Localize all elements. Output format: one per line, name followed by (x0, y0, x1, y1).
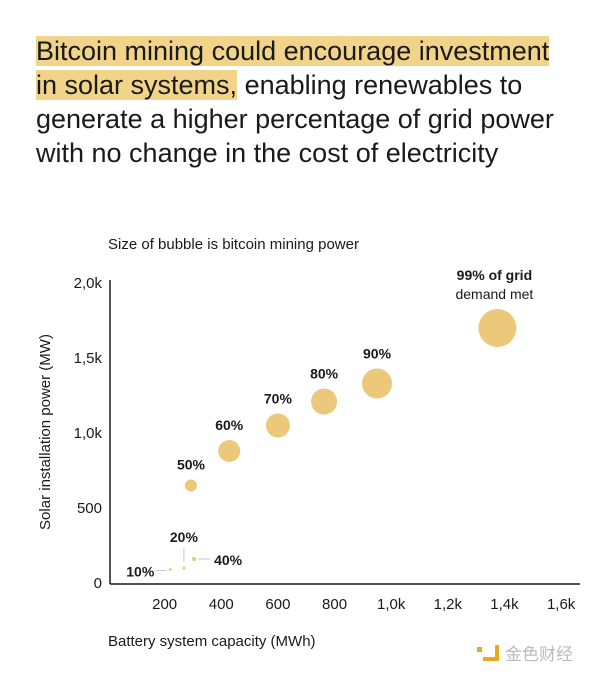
bubble-60pct (218, 440, 241, 462)
bubble-label: 99% of grid (457, 267, 532, 283)
x-tick-label: 400 (209, 596, 234, 613)
headline-rest: enabling renewables to generate a higher… (36, 70, 554, 168)
x-tick-label: 1,6k (547, 596, 576, 613)
y-tick-label: 0 (94, 575, 102, 592)
bubble-90pct (362, 368, 393, 399)
bubble-label: 70% (264, 391, 293, 407)
bubble-label: 90% (363, 346, 392, 362)
bubble-label-value: 99% (457, 267, 486, 283)
x-tick-label: 800 (322, 596, 347, 613)
x-tick-label: 200 (152, 596, 177, 613)
bubble-label: 60% (215, 417, 244, 433)
bubble-40pct (192, 557, 197, 561)
bubble-label: 80% (310, 366, 339, 382)
y-tick-label: 2,0k (74, 275, 103, 292)
watermark: 金色财经 (477, 640, 573, 665)
x-tick-label: 1,0k (377, 596, 406, 613)
bubble-label-value: 70% (264, 391, 293, 407)
bubble-label-value: 20% (170, 529, 199, 545)
bubble-20pct (182, 566, 186, 570)
bubble-70pct (265, 413, 290, 438)
watermark-text: 金色财经 (505, 645, 573, 664)
bubble-label-suffix2: demand met (455, 286, 533, 302)
bubble-label: 50% (177, 457, 206, 473)
bubble-label-suffix: of grid (485, 267, 532, 283)
bubble-label-value: 60% (215, 417, 244, 433)
bubble-label: 10% (126, 564, 155, 580)
x-tick-label: 1,4k (490, 596, 519, 613)
y-axis-label: Solar installation power (MW) (37, 334, 54, 530)
bubble-label-value: 50% (177, 457, 206, 473)
bubble-label-value: 90% (363, 346, 392, 362)
bubble-50pct (184, 479, 197, 492)
bubble-80pct (311, 388, 338, 415)
chart-subtitle: Size of bubble is bitcoin mining power (108, 236, 359, 253)
bubble-10pct (168, 568, 172, 571)
y-tick-label: 500 (77, 500, 102, 517)
bubble-99pct (478, 309, 517, 347)
y-tick-label: 1,0k (74, 425, 103, 442)
bubble-label-value: 10% (126, 564, 155, 580)
bubble-label: 20% (170, 529, 199, 545)
x-axis-label: Battery system capacity (MWh) (108, 633, 316, 650)
bubble-label-value: 80% (310, 366, 339, 382)
watermark-logo-icon (477, 644, 499, 661)
x-tick-label: 1,2k (434, 596, 463, 613)
x-tick-label: 600 (265, 596, 290, 613)
bubble-label-value: 40% (214, 552, 243, 568)
y-tick-label: 1,5k (74, 350, 103, 367)
headline: Bitcoin mining could encourage investmen… (36, 34, 576, 170)
bubble-label: 40% (214, 552, 243, 568)
